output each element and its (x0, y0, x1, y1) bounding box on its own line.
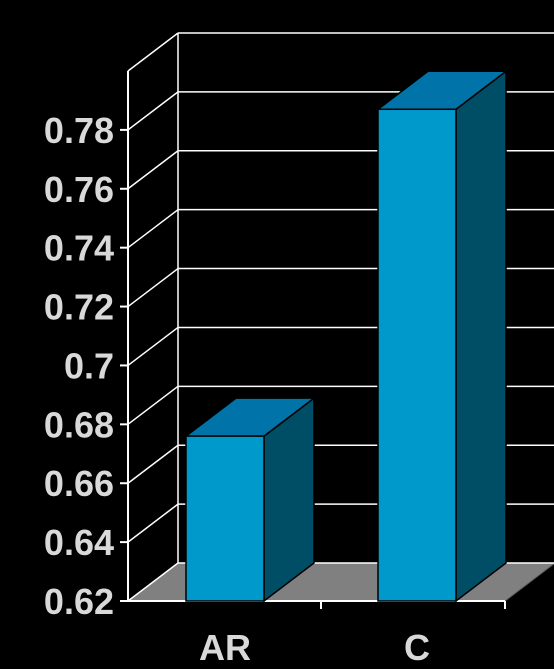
bar-side-face (455, 69, 507, 603)
gridline-diagonal (127, 209, 179, 249)
bar-front-face (377, 108, 457, 602)
gridline-diagonal (127, 32, 179, 72)
bar-ar (183, 396, 317, 603)
y-tick-label: 0.72 (44, 287, 114, 328)
gridline-diagonal (127, 326, 179, 367)
x-category-label: C (404, 627, 430, 668)
gridline-diagonal (127, 503, 179, 543)
gridline-diagonal (127, 562, 179, 602)
y-tick-label: 0.74 (44, 228, 114, 269)
chart-bars (183, 69, 509, 603)
gridline-diagonal (127, 385, 179, 425)
chart-labels: 0.62 0.64 0.66 0.68 0.7 0.72 0.74 0.76 0.78 AR C (44, 110, 430, 668)
bar-c (375, 69, 509, 603)
y-tick-label: 0.68 (44, 404, 114, 445)
gridline-diagonal (127, 150, 179, 190)
y-tick-label: 0.76 (44, 169, 114, 210)
y-tick-label: 0.62 (44, 581, 114, 622)
gridline-diagonal (127, 444, 179, 484)
gridline-diagonal (127, 91, 179, 131)
y-tick-label: 0.7 (64, 345, 114, 386)
y-tick-label: 0.64 (44, 522, 114, 563)
bar-front-face (185, 435, 265, 602)
x-category-label: AR (199, 627, 251, 668)
y-tick-label: 0.66 (44, 463, 114, 504)
y-tick-label: 0.78 (44, 110, 114, 151)
gridline-diagonal (127, 267, 179, 308)
